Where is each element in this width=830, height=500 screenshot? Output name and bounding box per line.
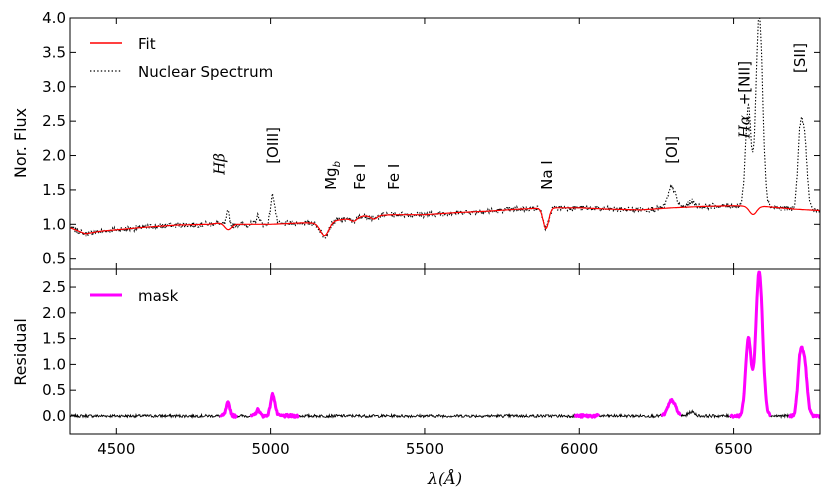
- residual-x-tick-label: 6500: [714, 440, 752, 458]
- flux-x-ticks: [115, 18, 735, 269]
- mask-segment-3: [660, 398, 682, 418]
- flux-y-axis-title: Nor. Flux: [11, 108, 30, 178]
- line-label-7: Hα: [735, 115, 753, 139]
- line-label-subscript: b: [332, 161, 343, 167]
- flux-y-tick-label: 4.0: [42, 9, 66, 27]
- x-axis-title: λ(Å): [427, 468, 462, 488]
- flux-y-tick-label: 3.5: [42, 43, 66, 61]
- residual-y-tick-label: 2.0: [42, 304, 66, 322]
- flux-legend: Fit Nuclear Spectrum: [90, 35, 273, 81]
- residual-y-tick-label: 2.5: [42, 278, 66, 296]
- residual-y-tick-label: 0.0: [42, 407, 66, 425]
- mask-segments: [219, 270, 820, 419]
- line-label-9: [SII]: [791, 43, 809, 73]
- residual-legend: mask: [90, 287, 179, 305]
- legend-spectrum-label: Nuclear Spectrum: [138, 63, 273, 81]
- residual-x-tick-label: 5000: [252, 440, 290, 458]
- flux-y-tick-label: 0.5: [42, 250, 66, 268]
- residual-x-tick-label: 5500: [406, 440, 444, 458]
- flux-y-tick-label: 2.5: [42, 112, 66, 130]
- mask-segment-1: [249, 391, 300, 419]
- residual-axes-frame: [69, 268, 821, 435]
- emission-line-labels: Hβ [OIII] Mgb Fe I Fe I Na I [OI] Hα +[NII] [SII]: [211, 43, 810, 190]
- mask-segment-2: [573, 413, 601, 419]
- fit-line: [70, 205, 820, 237]
- flux-y-tick-label: 1.5: [42, 181, 66, 199]
- residual-y-ticks: 0.0 0.5 1.0 1.5 2.0 2.5: [42, 278, 820, 425]
- line-label-2: Mgb: [322, 161, 343, 190]
- residual-y-tick-label: 1.0: [42, 355, 66, 373]
- mask-segment-5: [787, 345, 820, 419]
- residual-x-tick-label: 6000: [560, 440, 598, 458]
- flux-y-ticks: 0.5 1.0 1.5 2.0 2.5 3.0 3.5 4.0: [42, 9, 820, 268]
- residual-x-tick-label: 4500: [97, 440, 135, 458]
- residual-y-tick-label: 1.5: [42, 330, 66, 348]
- residual-y-axis-title: Residual: [11, 318, 30, 386]
- mask-segment-0: [219, 400, 238, 419]
- flux-panel: 0.5 1.0 1.5 2.0 2.5 3.0 3.5 4.0 Hβ [OIII] Mgb Fe I…: [42, 9, 821, 270]
- line-label-3: Fe I: [351, 164, 369, 190]
- nuclear-spectrum-line: [70, 18, 820, 239]
- flux-y-tick-label: 3.0: [42, 78, 66, 96]
- line-label-4: Fe I: [385, 164, 403, 190]
- legend-mask-label: mask: [138, 287, 179, 305]
- flux-axes-frame: [69, 17, 821, 270]
- line-label-1: [OIII]: [264, 127, 282, 164]
- line-label-5: Na I: [538, 160, 556, 190]
- residual-x-ticks: 4500 5000 5500 6000 6500: [97, 269, 753, 458]
- residual-panel: 0.00.51.01.52.02.5 4500 5000 5500 6000 6500 …: [42, 268, 821, 458]
- flux-y-tick-label: 2.0: [42, 147, 66, 165]
- line-label-8: +[NII]: [735, 61, 753, 105]
- residual-y-tick-label: 0.5: [42, 381, 66, 399]
- mask-segment-4: [729, 270, 772, 419]
- residual-line: [70, 271, 820, 420]
- line-label-0: Hβ: [211, 153, 229, 176]
- flux-y-tick-label: 1.0: [42, 215, 66, 233]
- legend-fit-label: Fit: [138, 35, 156, 53]
- line-label-6: [OI]: [663, 136, 681, 164]
